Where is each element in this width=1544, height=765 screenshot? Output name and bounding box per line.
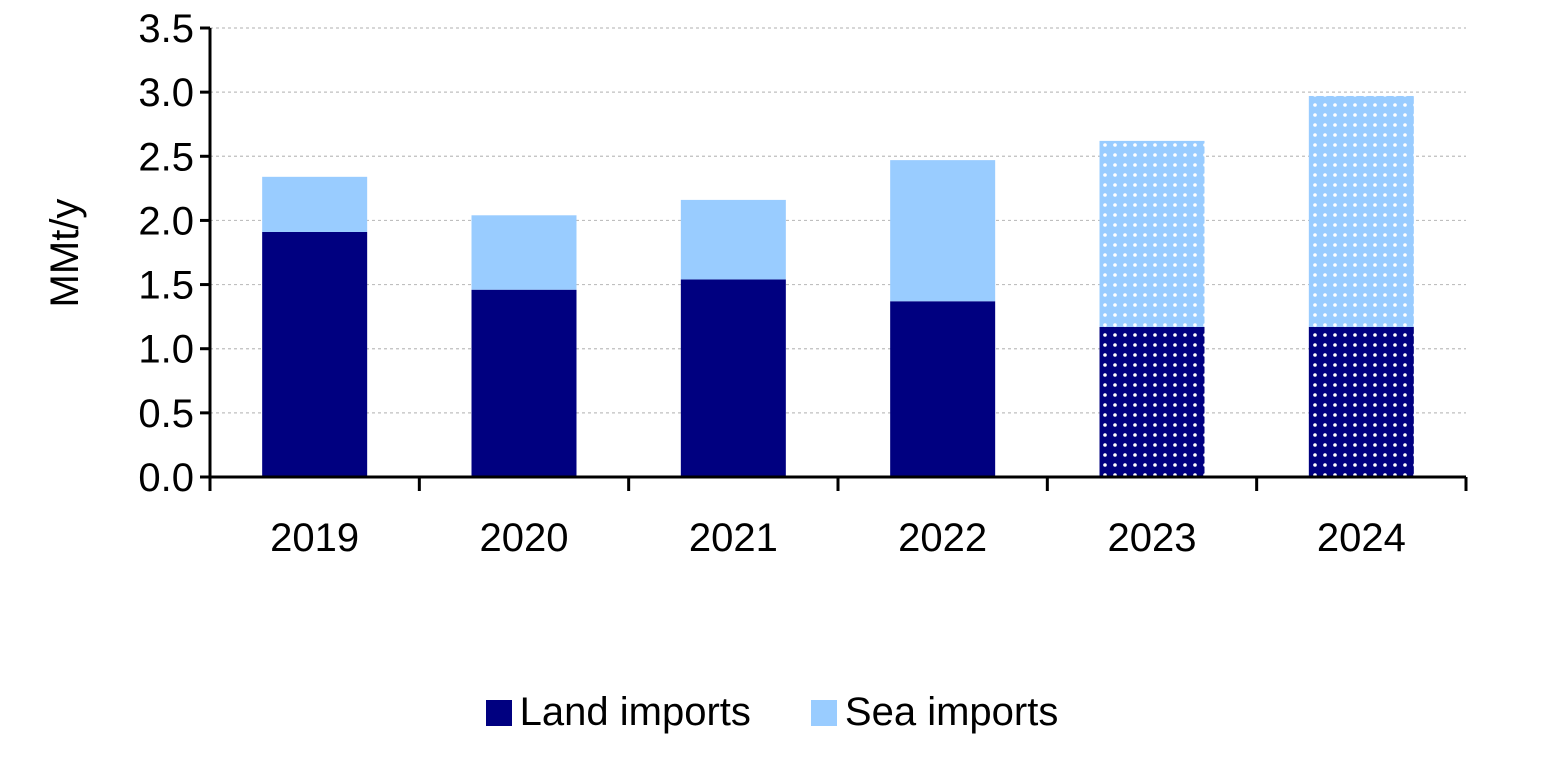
bar-land-2022 bbox=[890, 301, 996, 477]
y-tick-label: 1.5 bbox=[138, 264, 194, 308]
x-tick-label: 2022 bbox=[898, 516, 987, 560]
legend-label-sea: Sea imports bbox=[844, 690, 1059, 734]
bar-sea-2020 bbox=[471, 215, 577, 290]
bar-sea-2021 bbox=[680, 199, 786, 280]
x-tick-label: 2021 bbox=[689, 516, 778, 560]
y-tick-label: 2.0 bbox=[138, 199, 194, 243]
x-tick-label: 2019 bbox=[270, 516, 359, 560]
legend-label-land: Land imports bbox=[519, 690, 751, 734]
bar-sea-2022 bbox=[890, 160, 996, 302]
y-tick-label: 2.5 bbox=[138, 135, 194, 179]
bar-land-2023 bbox=[1099, 326, 1205, 477]
x-tick-label: 2020 bbox=[480, 516, 569, 560]
y-tick-label: 0.0 bbox=[138, 456, 194, 500]
legend-item-land: Land imports bbox=[485, 690, 751, 735]
bar-sea-2023 bbox=[1099, 140, 1205, 327]
y-axis-title: MMt/y bbox=[43, 199, 87, 308]
bar-land-2019 bbox=[262, 231, 368, 477]
bar-sea-2024 bbox=[1308, 95, 1414, 327]
axes: 0.0 0.5 1.0 1.5 2.0 2.5 3.0 3.5 2019 2020 2021 2022… bbox=[138, 7, 1468, 560]
stacked-bar-chart: 0.0 0.5 1.0 1.5 2.0 2.5 3.0 3.5 2019 2020 2021 2022… bbox=[43, 7, 1468, 560]
x-tick-label: 2024 bbox=[1317, 516, 1406, 560]
bar-land-2020 bbox=[471, 289, 577, 477]
legend-swatch-land bbox=[485, 699, 512, 726]
y-tick-label: 1.0 bbox=[138, 328, 194, 372]
y-tick-label: 0.5 bbox=[138, 392, 194, 436]
bar-land-2021 bbox=[680, 279, 786, 477]
x-tick-label: 2023 bbox=[1108, 516, 1197, 560]
y-tick-label: 3.0 bbox=[138, 71, 194, 115]
legend-swatch-sea bbox=[810, 699, 837, 726]
gridlines bbox=[210, 27, 1466, 414]
bars bbox=[262, 95, 1414, 477]
legend: Land imports Sea imports bbox=[0, 690, 1544, 735]
bar-land-2024 bbox=[1308, 326, 1414, 477]
legend-item-sea: Sea imports bbox=[810, 690, 1059, 735]
y-tick-label: 3.5 bbox=[138, 7, 194, 51]
bar-sea-2019 bbox=[262, 176, 368, 232]
